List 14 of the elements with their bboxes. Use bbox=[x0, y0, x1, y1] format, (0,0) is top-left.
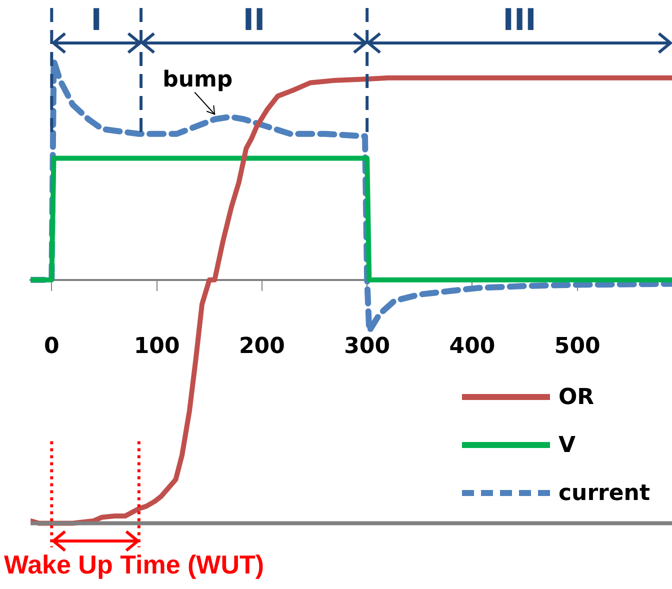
x-tick-label: 300 bbox=[344, 334, 390, 359]
text: II bbox=[242, 2, 266, 38]
text: III bbox=[502, 2, 536, 38]
x-tick-label: 400 bbox=[449, 334, 496, 359]
legend-label: current bbox=[558, 480, 650, 506]
text: Wake Up Time (WUT) bbox=[4, 549, 264, 580]
text: I bbox=[90, 2, 102, 38]
x-tick-label: 500 bbox=[554, 334, 600, 359]
x-tick-label: 200 bbox=[238, 334, 285, 359]
x-tick-label: 0 bbox=[44, 334, 60, 359]
legend-label: OR bbox=[558, 384, 594, 410]
x-tick-label: 100 bbox=[134, 334, 180, 359]
legend-label: V bbox=[558, 432, 576, 458]
annotation: bump bbox=[162, 67, 233, 92]
